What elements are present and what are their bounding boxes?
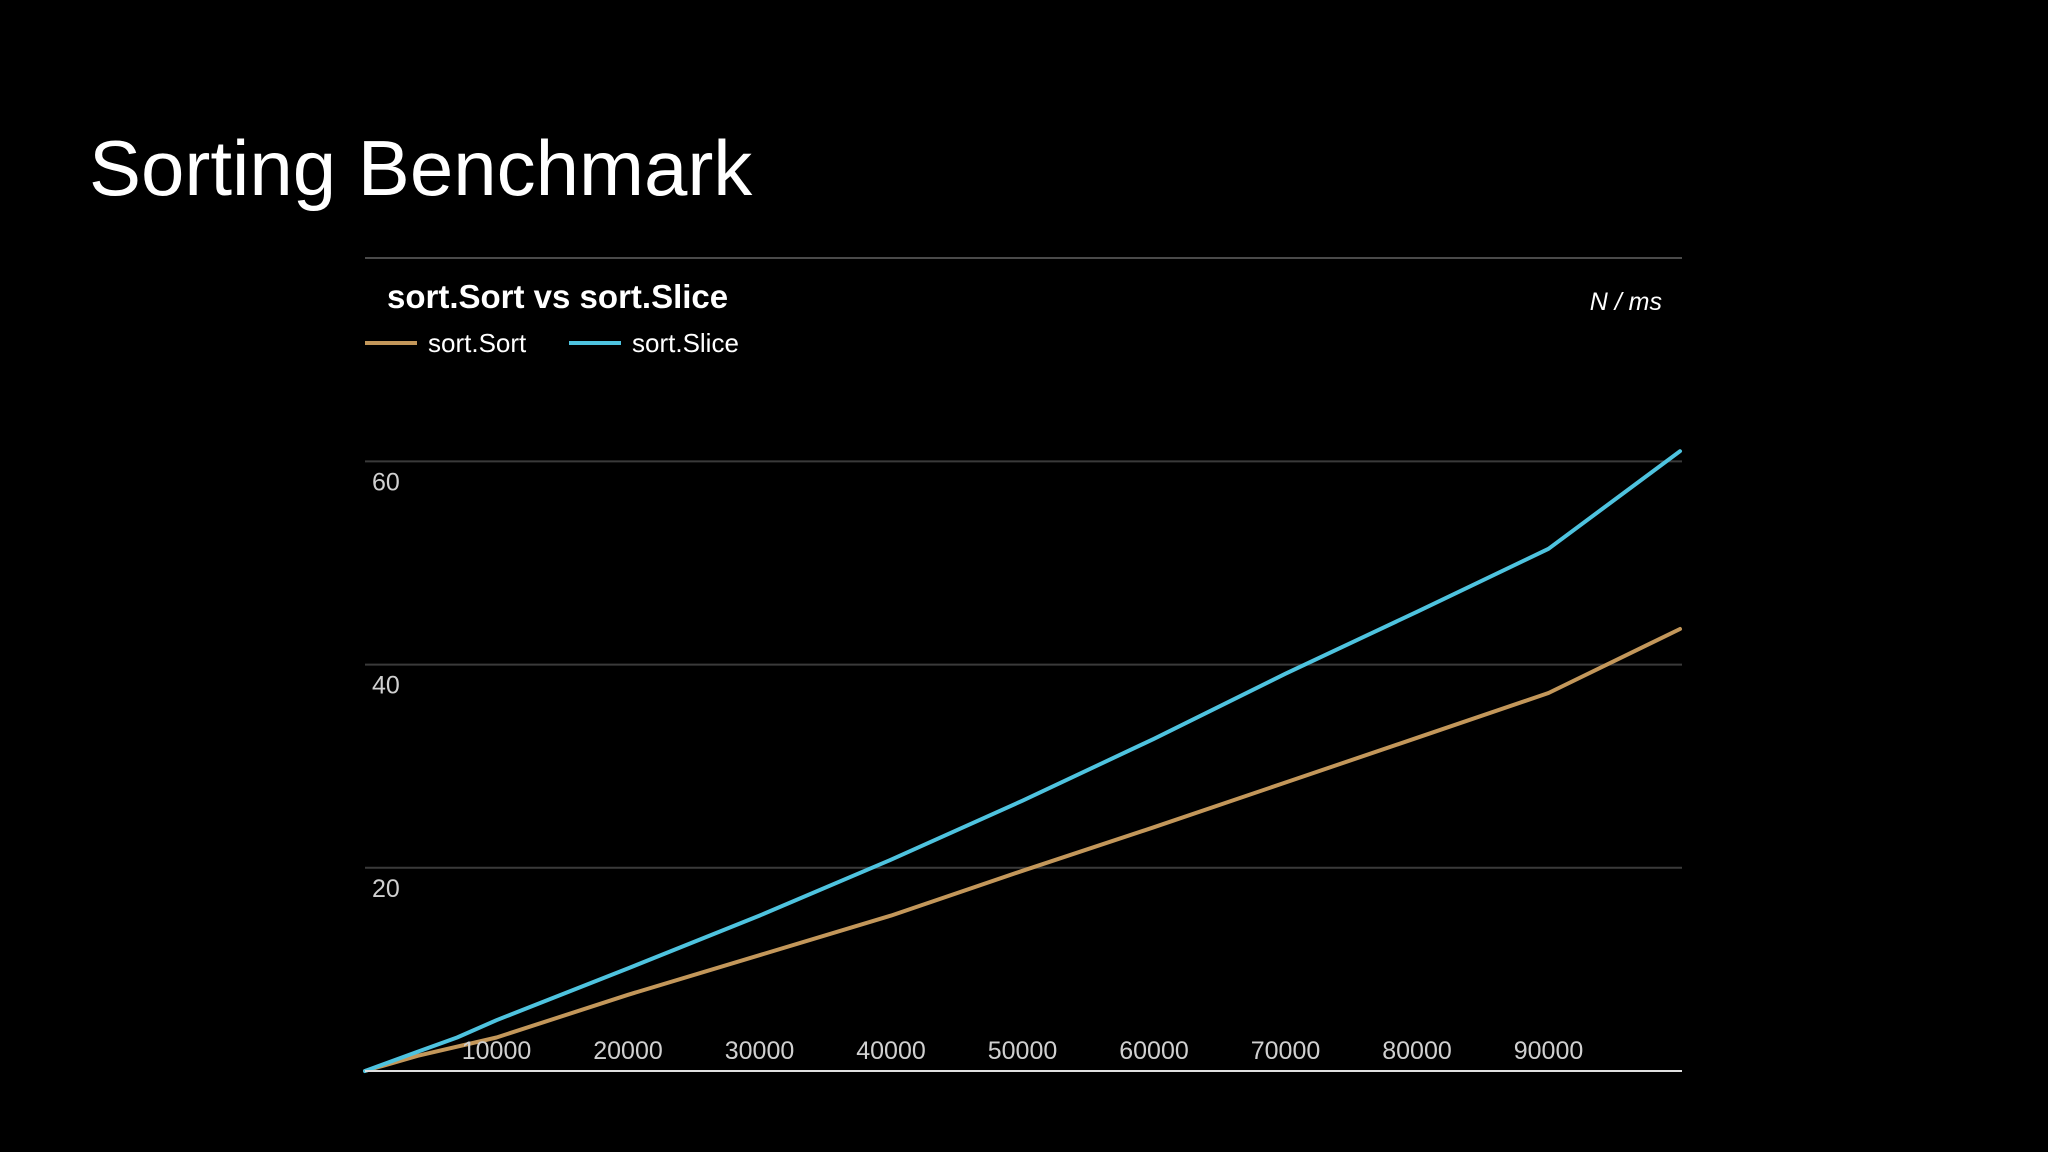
series-lines — [363, 449, 1682, 1073]
chart-unit-label: N / ms — [1590, 288, 1662, 316]
slide-title: Sorting Benchmark — [89, 124, 753, 212]
y-tick-label-20: 20 — [372, 875, 400, 903]
series-line-2 — [363, 449, 1682, 1073]
x-tick-label-30000: 30000 — [725, 1037, 795, 1065]
y-tick-label-40: 40 — [372, 672, 400, 700]
x-tick-label-10000: 10000 — [462, 1037, 532, 1065]
gridlines — [365, 460, 1682, 869]
x-tick-label-80000: 80000 — [1382, 1037, 1452, 1065]
series-line-1 — [363, 627, 1682, 1073]
x-tick-label-40000: 40000 — [856, 1037, 926, 1065]
x-tick-label-50000: 50000 — [988, 1037, 1058, 1065]
x-tick-label-70000: 70000 — [1251, 1037, 1321, 1065]
x-tick-label-20000: 20000 — [593, 1037, 663, 1065]
x-tick-label-90000: 90000 — [1514, 1037, 1584, 1065]
y-axis-ticks: 20 40 60 — [372, 468, 400, 902]
legend-label-1: sort.Sort — [428, 328, 527, 358]
x-tick-label-60000: 60000 — [1119, 1037, 1189, 1065]
y-tick-label-60: 60 — [372, 468, 400, 496]
legend-label-2: sort.Slice — [632, 328, 739, 358]
chart-title: sort.Sort vs sort.Slice — [387, 278, 728, 315]
x-axis-ticks: 10000 20000 30000 40000 50000 60000 70000 80000… — [462, 1037, 1584, 1065]
chart-legend: sort.Sort sort.Slice — [365, 328, 739, 358]
